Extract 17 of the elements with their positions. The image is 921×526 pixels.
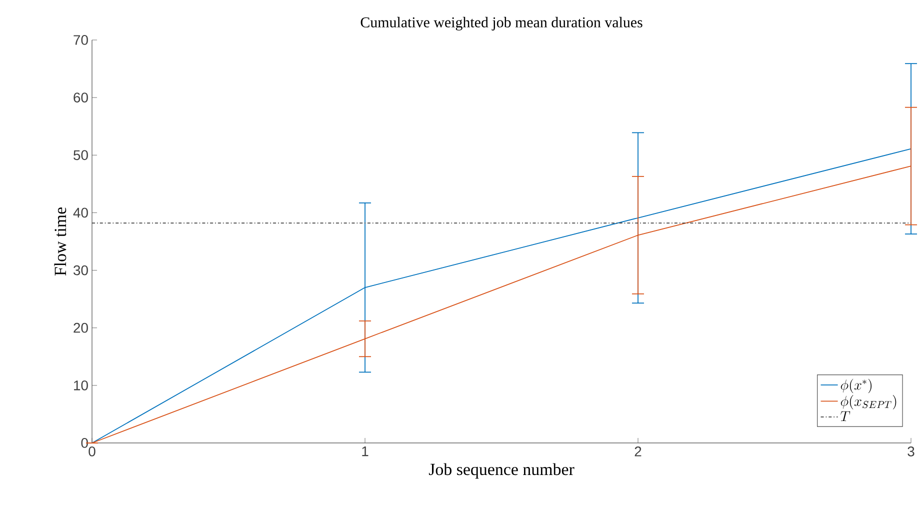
x-axis-title: Job sequence number	[428, 463, 574, 479]
y-tick-label: 40	[73, 208, 88, 218]
x-tick-label: 0	[88, 446, 96, 456]
legend-label: $T$	[840, 411, 850, 422]
x-tick-label: 1	[362, 446, 368, 456]
y-tick-label: 70	[74, 35, 88, 45]
legend-label: $\phi(x_{SEPT})$	[840, 395, 896, 410]
x-tick-label: 3	[908, 446, 914, 456]
legend-label: $\phi(x^{*})$	[840, 378, 872, 394]
y-tick-label: 30	[74, 265, 88, 276]
y-tick-label: 50	[74, 150, 88, 160]
y-tick-label: 60	[74, 92, 88, 102]
y-axis-title: Flow time	[54, 207, 66, 276]
chart-title: Cumulative weighted job mean duration values	[360, 16, 642, 30]
y-tick-label: 10	[74, 380, 88, 390]
y-tick-label: 20	[74, 322, 88, 333]
x-tick-label: 2	[634, 446, 642, 456]
